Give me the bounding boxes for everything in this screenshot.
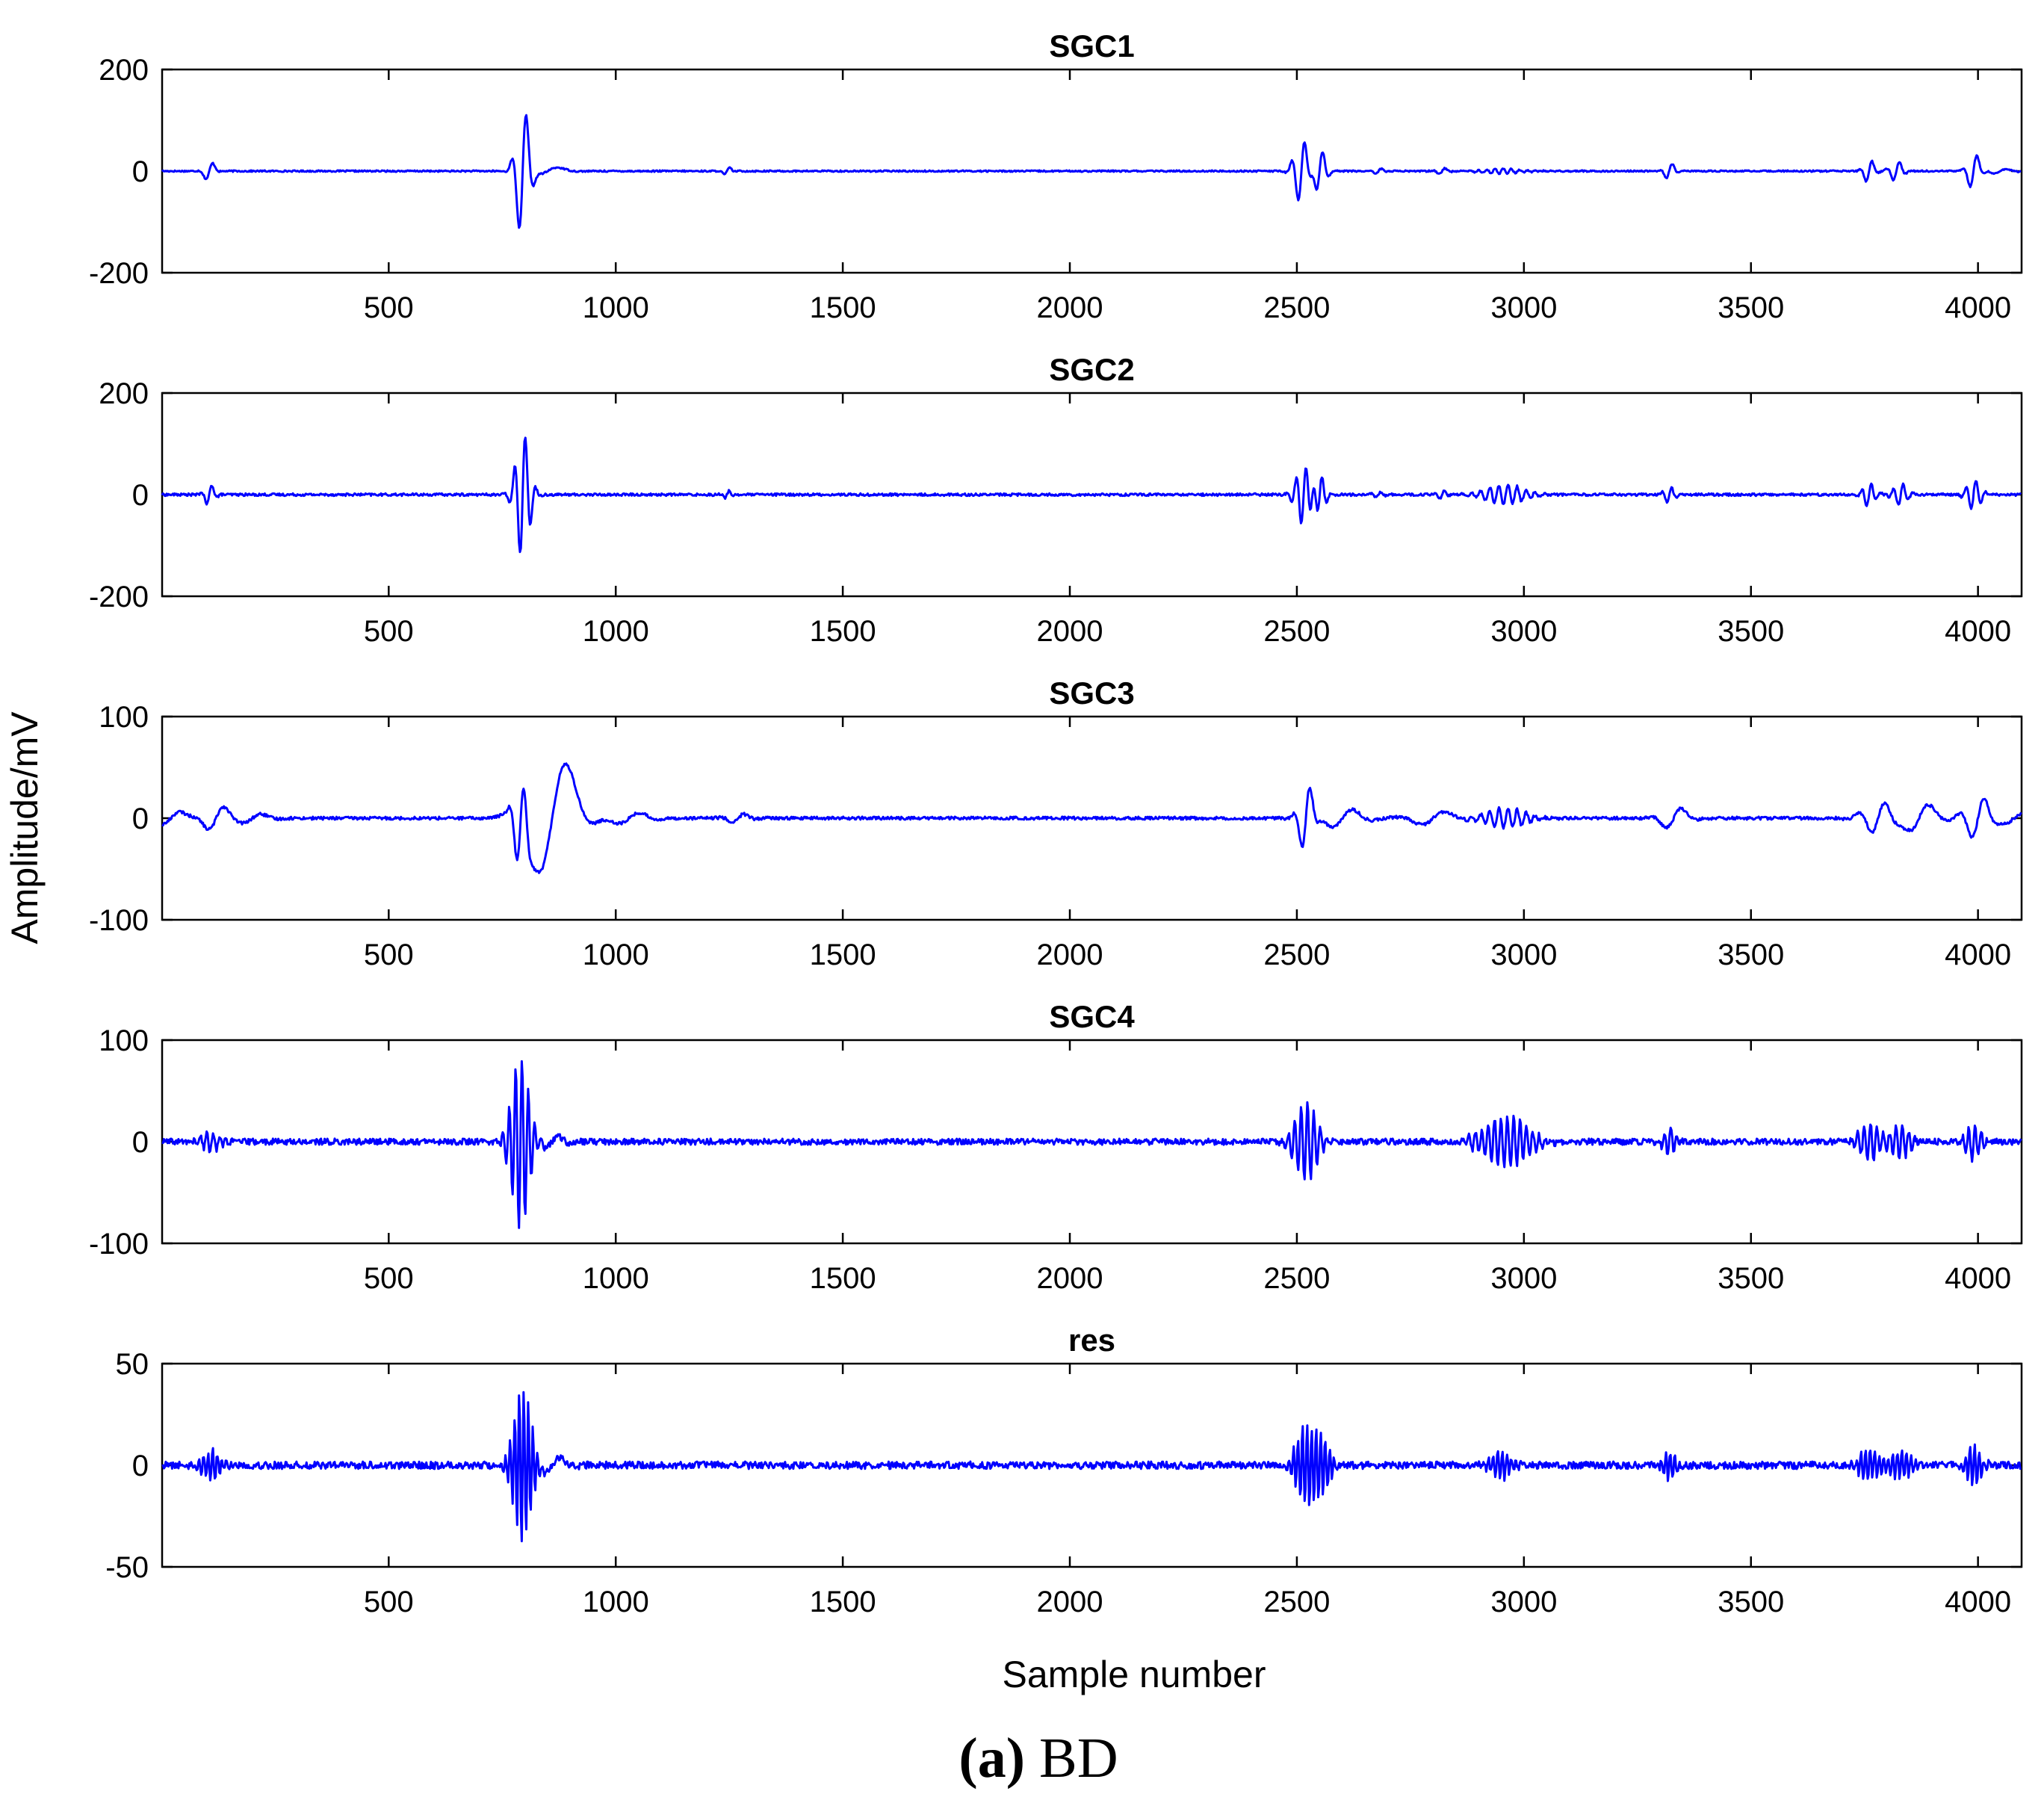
y-axis-label: Amplitude/mV	[4, 711, 46, 944]
x-tick-label: 500	[364, 1262, 414, 1295]
signal-line	[161, 436, 2022, 554]
x-tick-label: 1000	[583, 938, 649, 971]
x-tick-label: 3000	[1490, 1262, 1557, 1295]
x-tick-label: 2500	[1263, 1262, 1330, 1295]
x-tick-label: 2500	[1263, 615, 1330, 648]
x-tick-label: 2000	[1037, 1262, 1103, 1295]
x-tick-label: 3500	[1718, 615, 1784, 648]
x-tick-label: 500	[364, 938, 414, 971]
y-tick-label: 200	[99, 54, 149, 87]
x-tick-label: 1500	[810, 291, 876, 324]
x-tick-label: 1000	[583, 615, 649, 648]
x-tick-label: 3000	[1490, 1586, 1557, 1618]
x-tick-label: 2000	[1037, 615, 1103, 648]
panel-sgc3: SGC3 500 1000 1500 2000 2500 3000 3500 4000 -100 0…	[89, 675, 2023, 971]
x-tick-label: 4000	[1945, 1262, 2011, 1295]
x-tick-label: 1000	[583, 1262, 649, 1295]
x-tick-label: 3000	[1490, 615, 1557, 648]
x-tick-label: 3500	[1718, 1586, 1784, 1618]
x-tick-label: 4000	[1945, 615, 2011, 648]
panel-res: res 500 1000 1500 2000 2500 3000 3500 4000 -50 0 50	[105, 1323, 2023, 1618]
y-tick-label: -100	[89, 1228, 149, 1261]
y-tick-label: 100	[99, 1024, 149, 1057]
caption-text: BD	[1039, 1727, 1118, 1790]
x-tick-label: 4000	[1945, 938, 2011, 971]
x-tick-label: 2000	[1037, 938, 1103, 971]
x-tick-label: 3000	[1490, 938, 1557, 971]
y-tick-label: -50	[105, 1551, 149, 1584]
x-tick-label: 3500	[1718, 938, 1784, 971]
figure-caption: (a) BD	[958, 1727, 1118, 1790]
x-tick-label: 2000	[1037, 291, 1103, 324]
x-tick-label: 2000	[1037, 1586, 1103, 1618]
x-tick-label: 3500	[1718, 291, 1784, 324]
x-tick-label: 4000	[1945, 1586, 2011, 1618]
x-tick-label: 500	[364, 1586, 414, 1618]
x-tick-label: 2500	[1263, 938, 1330, 971]
y-tick-label: -100	[89, 904, 149, 937]
x-tick-label: 1500	[810, 1586, 876, 1618]
x-tick-label: 1500	[810, 615, 876, 648]
panel-title: SGC1	[1049, 28, 1134, 64]
y-tick-label: 100	[99, 701, 149, 734]
x-tick-label: 3000	[1490, 291, 1557, 324]
panel-sgc1: SGC1 500 1000 1500 2000 2500 3000 3500 4000 -200 0…	[89, 28, 2023, 324]
x-tick-label: 500	[364, 615, 414, 648]
panel-title: SGC4	[1049, 999, 1135, 1034]
y-tick-label: 0	[132, 155, 149, 188]
x-tick-label: 1000	[583, 291, 649, 324]
y-tick-label: 0	[132, 1450, 149, 1482]
x-tick-label: 2500	[1263, 291, 1330, 324]
y-tick-label: 0	[132, 802, 149, 835]
panel-sgc2: SGC2 500 1000 1500 2000 2500 3000 3500 4000 -200 0…	[89, 352, 2023, 648]
panel-title: SGC3	[1049, 675, 1134, 711]
panel-title: res	[1068, 1323, 1115, 1358]
y-tick-label: 50	[116, 1348, 149, 1381]
x-tick-label: 1000	[583, 1586, 649, 1618]
y-tick-label: 200	[99, 377, 149, 410]
signal-line	[161, 762, 2022, 874]
panel-sgc4: SGC4 500 1000 1500 2000 2500 3000 3500 4000 -100 0…	[89, 999, 2023, 1295]
caption-tag: (a)	[958, 1727, 1025, 1790]
panel-title: SGC2	[1049, 352, 1134, 387]
signal-line	[161, 114, 2022, 229]
signal-line	[161, 1060, 2022, 1229]
x-tick-label: 3500	[1718, 1262, 1784, 1295]
y-tick-label: 0	[132, 1126, 149, 1159]
y-tick-label: 0	[132, 479, 149, 512]
signal-line	[161, 1391, 2022, 1543]
x-tick-label: 500	[364, 291, 414, 324]
x-tick-label: 2500	[1263, 1586, 1330, 1618]
x-tick-label: 1500	[810, 938, 876, 971]
x-axis-label: Sample number	[1003, 1654, 1266, 1695]
y-tick-label: -200	[89, 581, 149, 613]
x-tick-label: 1500	[810, 1262, 876, 1295]
y-tick-label: -200	[89, 257, 149, 290]
x-tick-label: 4000	[1945, 291, 2011, 324]
